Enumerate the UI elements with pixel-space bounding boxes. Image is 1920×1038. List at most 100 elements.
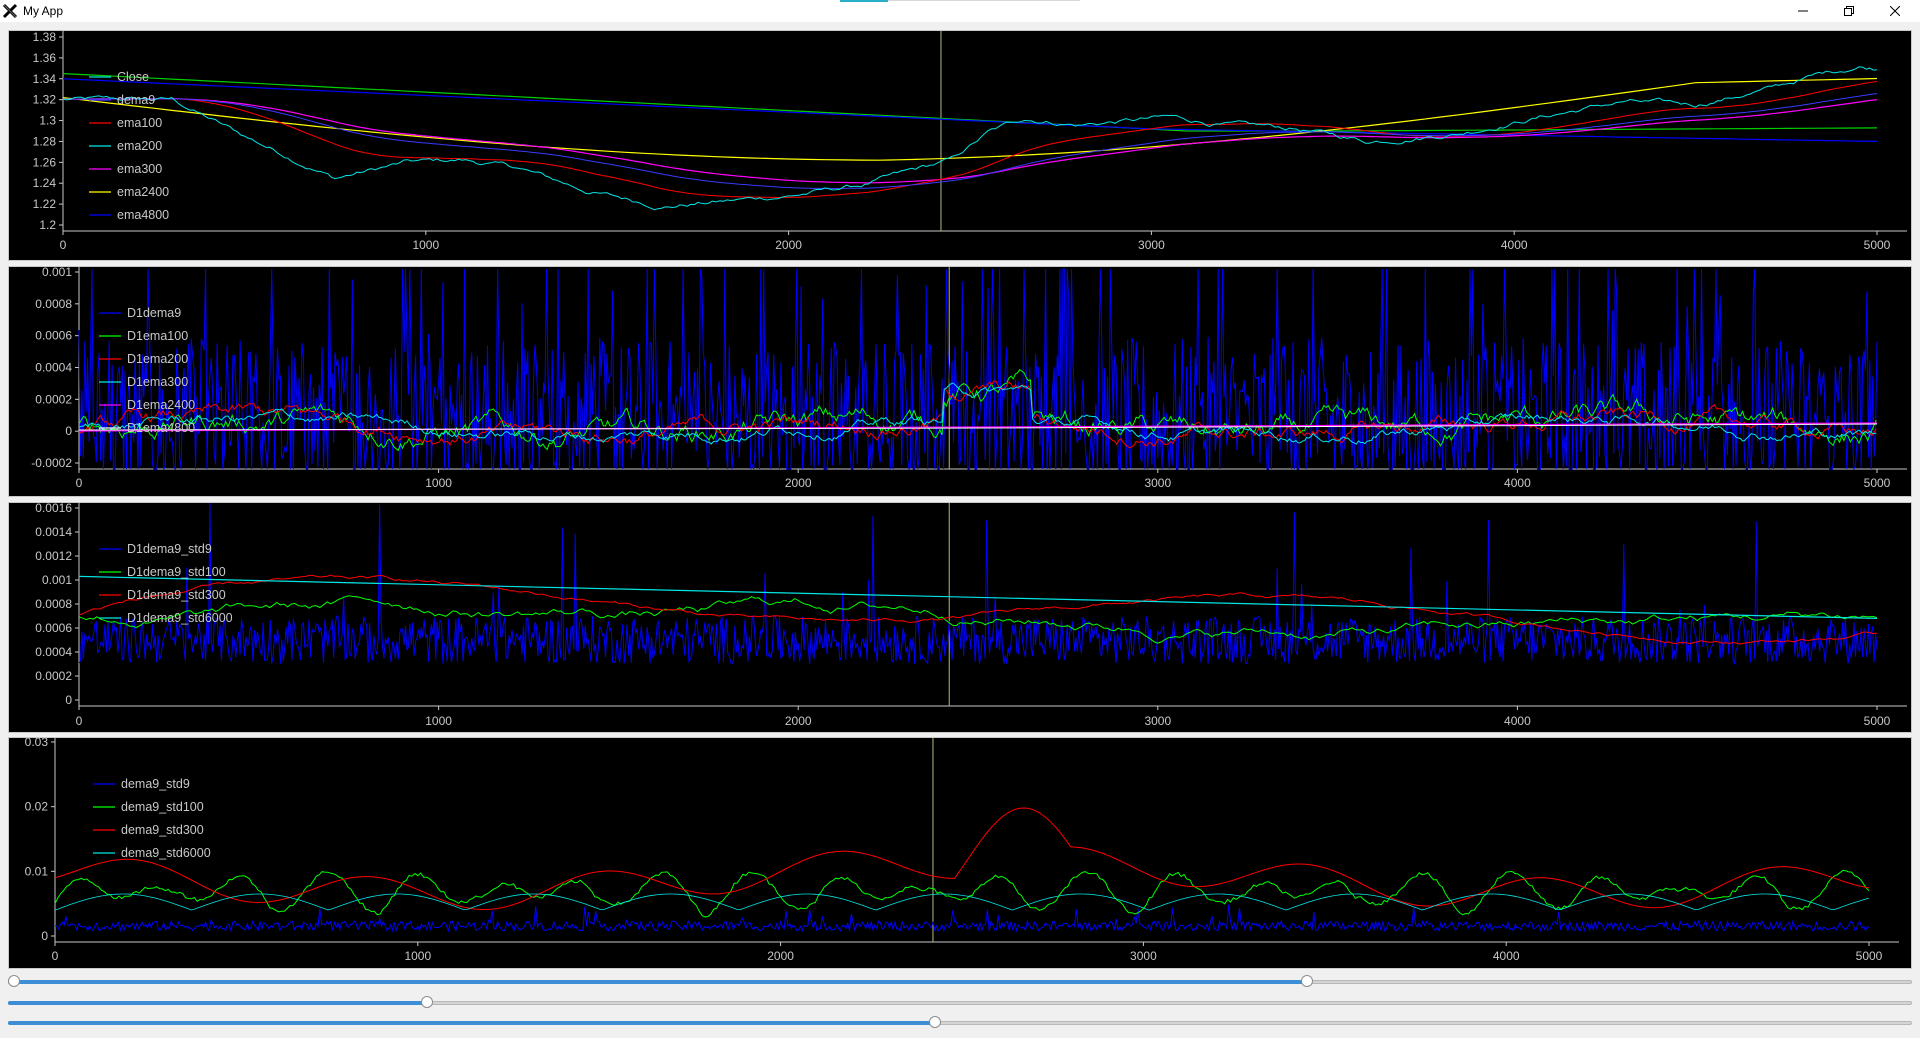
x-tick-label: 4000 (1504, 714, 1531, 728)
legend-label: ema200 (117, 139, 162, 153)
x-tick-label: 1000 (412, 238, 439, 252)
ema-green-line (62, 73, 1878, 132)
y-tick-label: 1.32 (33, 93, 57, 107)
y-tick-label: 0.0002 (35, 669, 72, 683)
legend-label: D1dema9_std100 (127, 565, 226, 579)
restore-button[interactable] (1826, 0, 1872, 22)
slider-two-handle[interactable] (420, 996, 433, 1008)
legend-label: dema9_std100 (121, 800, 204, 814)
app-logo-icon (2, 3, 18, 19)
ema200-line (63, 93, 1878, 189)
price-chart-panel[interactable]: 0 1000 2000 3000 4000 5000 1.38 1.36 1.34 1.32 1.3… (8, 30, 1912, 261)
y-tick-label: 0.03 (25, 738, 49, 749)
legend-label: ema2400 (117, 185, 169, 199)
close-icon (1890, 6, 1900, 16)
d1ema300-line (78, 382, 1877, 445)
std-chart[interactable]: 0 1000 2000 3000 4000 5000 0.03 0.02 0.01 0 dema9_… (9, 738, 1911, 968)
legend-label: D1dema9_std6000 (127, 611, 233, 625)
y-tick-label: 0.0004 (35, 645, 72, 659)
y-tick-label: 1.28 (33, 134, 57, 148)
y-tick-label: 0.02 (25, 800, 49, 814)
x-tick-label: 1000 (404, 949, 431, 963)
x-tick-label: 5000 (1864, 238, 1891, 252)
legend-label: dema9_std300 (121, 823, 204, 837)
y-tick-label: 1.36 (33, 51, 57, 65)
x-tick-label: 0 (76, 714, 83, 728)
x-tick-label: 0 (52, 949, 59, 963)
slider-two[interactable] (8, 996, 1912, 1010)
y-tick-label: 1.22 (33, 197, 57, 211)
x-tick-label: 5000 (1856, 949, 1883, 963)
minimize-button[interactable] (1780, 0, 1826, 22)
legend-label: dema9_std6000 (121, 846, 211, 860)
ema300-line (63, 98, 1878, 184)
legend-label: Close (117, 70, 149, 84)
ema100-line (63, 81, 1878, 198)
d1dema9-std300-line (78, 574, 1878, 645)
dema9-std100-line (54, 869, 1870, 918)
x-tick-label: 4000 (1501, 238, 1528, 252)
restore-icon (1844, 6, 1854, 16)
slider-fill (8, 1001, 427, 1005)
d1ema200-line (78, 380, 1877, 449)
title-divider (888, 0, 1080, 1)
price-chart[interactable]: 0 1000 2000 3000 4000 5000 1.38 1.36 1.34 1.32 1.3… (9, 31, 1911, 260)
close-line (62, 66, 1878, 211)
legend-label: D1ema100 (127, 329, 188, 343)
range-slider-end-handle[interactable] (1300, 975, 1313, 987)
x-tick-label: 1000 (425, 714, 452, 728)
legend-label: ema300 (117, 162, 162, 176)
legend-label: ema100 (117, 116, 162, 130)
range-slider-start-handle[interactable] (8, 975, 20, 987)
window-title: My App (23, 4, 64, 18)
range-slider[interactable] (8, 975, 1912, 989)
title-bar: My App (0, 0, 1920, 22)
legend: D1dema9 D1ema100 D1ema200 D1ema300 D1ema2400… (99, 306, 195, 435)
y-tick-label: 0.01 (25, 864, 49, 878)
slider-three-handle[interactable] (929, 1016, 942, 1028)
minimize-icon (1798, 10, 1808, 12)
d1-std-chart[interactable]: 0 1000 2000 3000 4000 5000 0.0016 0.0014 0.0012 0… (9, 503, 1911, 732)
y-tick-label: 0.0002 (35, 392, 72, 406)
x-tick-label: 2000 (775, 238, 802, 252)
x-tick-label: 0 (60, 238, 67, 252)
legend-label: ema4800 (117, 208, 169, 222)
y-tick-label: 0.0016 (35, 503, 72, 515)
slider-fill (8, 1021, 936, 1025)
y-tick-label: 1.26 (33, 155, 57, 169)
x-tick-label: 3000 (1144, 714, 1171, 728)
y-tick-label: -0.0002 (31, 456, 72, 470)
x-tick-label: 5000 (1864, 714, 1891, 728)
x-tick-label: 3000 (1138, 238, 1165, 252)
y-tick-label: 0.0006 (35, 621, 72, 635)
x-tick-label: 4000 (1504, 476, 1531, 490)
std-chart-panel[interactable]: 0 1000 2000 3000 4000 5000 0.03 0.02 0.01 0 dema9_… (8, 737, 1912, 969)
close-button[interactable] (1872, 0, 1918, 22)
x-tick-label: 2000 (785, 476, 812, 490)
y-tick-label: 0 (65, 693, 72, 707)
derivative-chart-panel[interactable]: 0 1000 2000 3000 4000 5000 0.001 0.0008 0.0006 0.… (8, 266, 1912, 497)
x-tick-label: 2000 (767, 949, 794, 963)
d1ema4800-line (78, 423, 1878, 431)
derivative-chart[interactable]: 0 1000 2000 3000 4000 5000 0.001 0.0008 0.0006 0.… (9, 267, 1911, 496)
legend-label: D1ema2400 (127, 398, 195, 412)
d1dema9-std6000-line (78, 575, 1878, 619)
x-tick-label: 0 (76, 476, 83, 490)
x-tick-label: 4000 (1493, 949, 1520, 963)
dema9-std9-line (54, 904, 1870, 933)
slider-three[interactable] (8, 1016, 1912, 1030)
legend-label: D1dema9 (127, 306, 181, 320)
y-tick-label: 0.001 (42, 267, 72, 279)
legend-label: D1dema9_std9 (127, 542, 212, 556)
y-tick-label: 0.001 (42, 573, 72, 587)
d1dema9-line (78, 268, 1878, 471)
x-tick-label: 5000 (1864, 476, 1891, 490)
y-tick-label: 0.0014 (35, 525, 72, 539)
slider-fill (8, 980, 1307, 984)
y-tick-label: 1.2 (39, 218, 56, 232)
legend-label: D1ema4800 (127, 421, 195, 435)
legend: Close dema9 ema100 ema200 ema300 ema2400 ema48… (89, 70, 169, 222)
d1-std-chart-panel[interactable]: 0 1000 2000 3000 4000 5000 0.0016 0.0014 0.0012 0… (8, 502, 1912, 733)
d1dema9-std9-line (78, 503, 1878, 666)
y-tick-label: 0 (65, 424, 72, 438)
